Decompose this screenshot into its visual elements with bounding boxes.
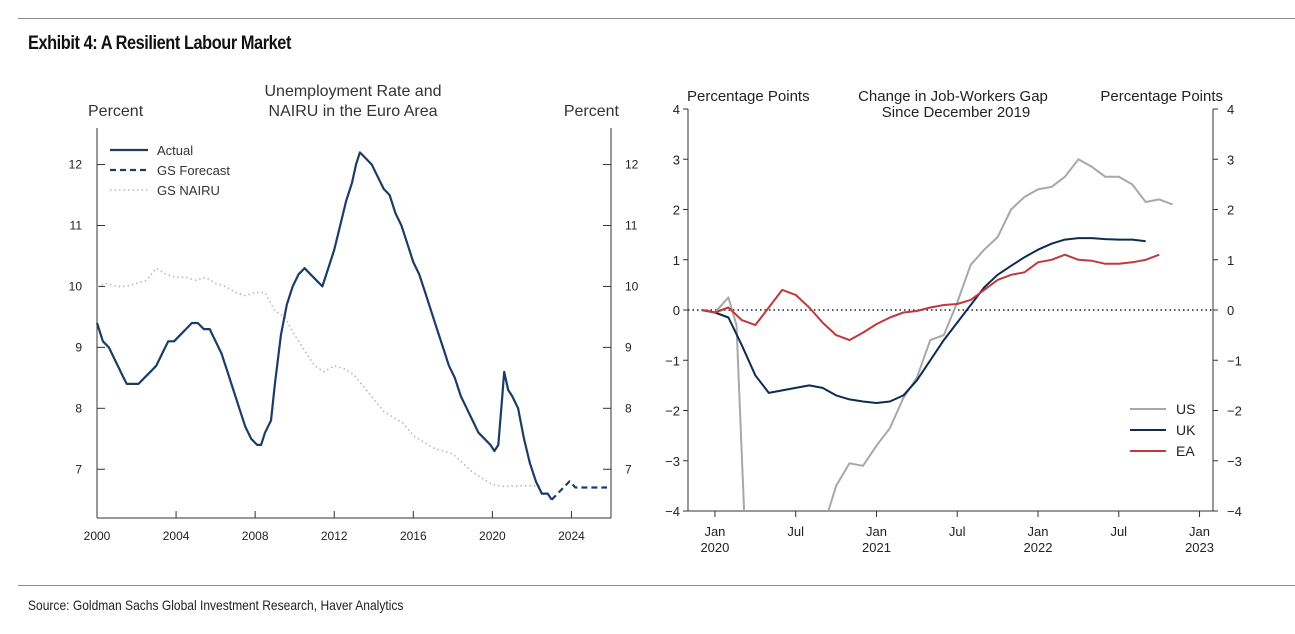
legend-label: GS Forecast <box>157 163 230 178</box>
series-line-gs-forecast <box>550 480 607 501</box>
y-axis-label-right: Percent <box>564 103 620 120</box>
y-tick-label-left: −3 <box>665 454 680 469</box>
y-tick-label-right: 2 <box>1227 203 1234 218</box>
x-tick-label-month: Jul <box>949 524 966 539</box>
y-tick-label-right: −1 <box>1227 353 1242 368</box>
y-tick-label-right: 10 <box>625 279 639 293</box>
chart-title-line2: Since December 2019 <box>882 104 1030 121</box>
y-tick-label-right: 1 <box>1227 253 1234 268</box>
series-line-uk <box>701 237 1146 404</box>
y-tick-label-right: 11 <box>625 219 638 233</box>
y-tick-label-left: 7 <box>75 462 82 476</box>
x-tick-label: 2012 <box>321 529 348 543</box>
legend-label: US <box>1176 401 1195 417</box>
series-line-ea <box>701 253 1160 342</box>
x-tick-label-year: 2021 <box>862 540 891 555</box>
x-tick-label: 2020 <box>479 529 506 543</box>
y-tick-label-left: −4 <box>665 504 680 519</box>
x-tick-label-month: Jul <box>1110 524 1127 539</box>
unemployment-chart: 7 7 8 8 9 9 10 10 11 11 12 12 2000 2004 2008 2012 2016 20… <box>69 83 639 543</box>
y-tick-label-right: 9 <box>625 340 632 354</box>
y-axis-label-left: Percentage Points <box>687 88 810 105</box>
y-tick-label-left: −1 <box>665 353 680 368</box>
x-tick-label: 2008 <box>242 529 269 543</box>
y-axis-label-left: Percent <box>88 103 144 120</box>
x-tick-label-year: 2023 <box>1185 540 1214 555</box>
y-tick-label-left: 11 <box>70 219 83 233</box>
y-tick-label-left: 12 <box>69 158 83 172</box>
series-line-us-segment2 <box>827 158 1173 511</box>
legend-label: EA <box>1176 443 1195 459</box>
top-rule <box>18 18 1295 19</box>
y-axis-label-right: Percentage Points <box>1100 88 1223 105</box>
x-tick-label: 2024 <box>558 529 585 543</box>
y-tick-label-left: 9 <box>75 340 82 354</box>
x-tick-label-month: Jan <box>704 524 725 539</box>
series-line-actual <box>95 151 553 501</box>
y-tick-label-right: −3 <box>1227 454 1242 469</box>
x-tick-label-month: Jan <box>866 524 887 539</box>
legend-label: Actual <box>157 143 193 158</box>
y-tick-label-right: 7 <box>625 462 632 476</box>
x-tick-label: 2000 <box>84 529 111 543</box>
y-tick-label-left: 8 <box>75 401 82 415</box>
y-tick-label-left: 2 <box>673 203 680 218</box>
y-tick-label-right: −4 <box>1227 504 1242 519</box>
y-tick-label-right: 3 <box>1227 152 1234 167</box>
legend-label: GS NAIRU <box>157 183 220 198</box>
y-tick-label-right: 0 <box>1227 303 1234 318</box>
x-tick-label: 2016 <box>400 529 427 543</box>
x-tick-label: 2004 <box>163 529 190 543</box>
y-tick-label-left: 4 <box>673 102 680 117</box>
y-tick-label-left: 10 <box>69 279 83 293</box>
series-line-gs-nairu <box>96 267 542 488</box>
y-tick-label-right: 8 <box>625 401 632 415</box>
x-tick-label-month: Jan <box>1028 524 1049 539</box>
bottom-rule <box>18 585 1295 586</box>
x-tick-label-year: 2022 <box>1024 540 1053 555</box>
plot-area <box>701 158 1173 511</box>
y-tick-label-right: −2 <box>1227 404 1242 419</box>
chart-title-line1: Unemployment Rate and <box>265 83 442 100</box>
legend-label: UK <box>1176 422 1196 438</box>
y-tick-label-left: −2 <box>665 404 680 419</box>
x-tick-label-year: 2020 <box>700 540 729 555</box>
y-tick-label-left: 0 <box>673 303 680 318</box>
y-tick-label-left: 3 <box>673 152 680 167</box>
y-tick-label-right: 12 <box>625 158 639 172</box>
source-note: Source: Goldman Sachs Global Investment … <box>28 597 404 613</box>
series-line-us <box>701 296 746 511</box>
x-tick-label-month: Jan <box>1189 524 1210 539</box>
chart-title-line1: Change in Job-Workers Gap <box>858 88 1048 105</box>
y-tick-label-right: 4 <box>1227 102 1234 117</box>
x-tick-label-month: Jul <box>787 524 804 539</box>
chart-title-line2: NAIRU in the Euro Area <box>269 103 438 120</box>
y-tick-label-left: 1 <box>673 253 680 268</box>
exhibit-title: Exhibit 4: A Resilient Labour Market <box>28 33 291 54</box>
